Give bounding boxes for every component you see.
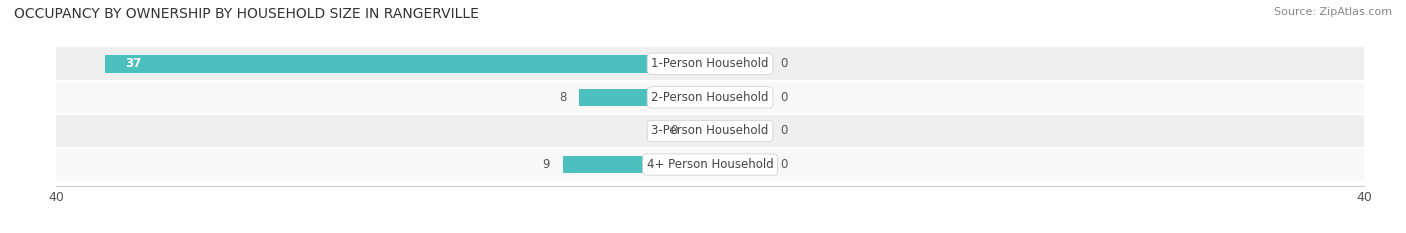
Text: OCCUPANCY BY OWNERSHIP BY HOUSEHOLD SIZE IN RANGERVILLE: OCCUPANCY BY OWNERSHIP BY HOUSEHOLD SIZE… xyxy=(14,7,479,21)
Bar xyxy=(710,89,768,106)
Text: 0: 0 xyxy=(780,124,787,137)
Bar xyxy=(56,81,1364,114)
Text: 3-Person Household: 3-Person Household xyxy=(651,124,769,137)
Bar xyxy=(710,55,768,72)
Text: Source: ZipAtlas.com: Source: ZipAtlas.com xyxy=(1274,7,1392,17)
Bar xyxy=(686,122,710,140)
Text: 4+ Person Household: 4+ Person Household xyxy=(647,158,773,171)
Bar xyxy=(562,156,710,173)
Text: 0: 0 xyxy=(671,124,678,137)
Text: 37: 37 xyxy=(125,57,141,70)
Bar xyxy=(579,89,710,106)
Text: 8: 8 xyxy=(558,91,567,104)
Text: 0: 0 xyxy=(780,57,787,70)
Text: 0: 0 xyxy=(780,91,787,104)
Bar xyxy=(105,55,710,72)
Bar xyxy=(56,114,1364,148)
Text: 1-Person Household: 1-Person Household xyxy=(651,57,769,70)
Text: 9: 9 xyxy=(543,158,550,171)
Text: 2-Person Household: 2-Person Household xyxy=(651,91,769,104)
Text: 0: 0 xyxy=(780,158,787,171)
Bar xyxy=(56,148,1364,181)
Bar xyxy=(710,122,768,140)
Bar xyxy=(710,156,768,173)
Bar xyxy=(56,47,1364,81)
